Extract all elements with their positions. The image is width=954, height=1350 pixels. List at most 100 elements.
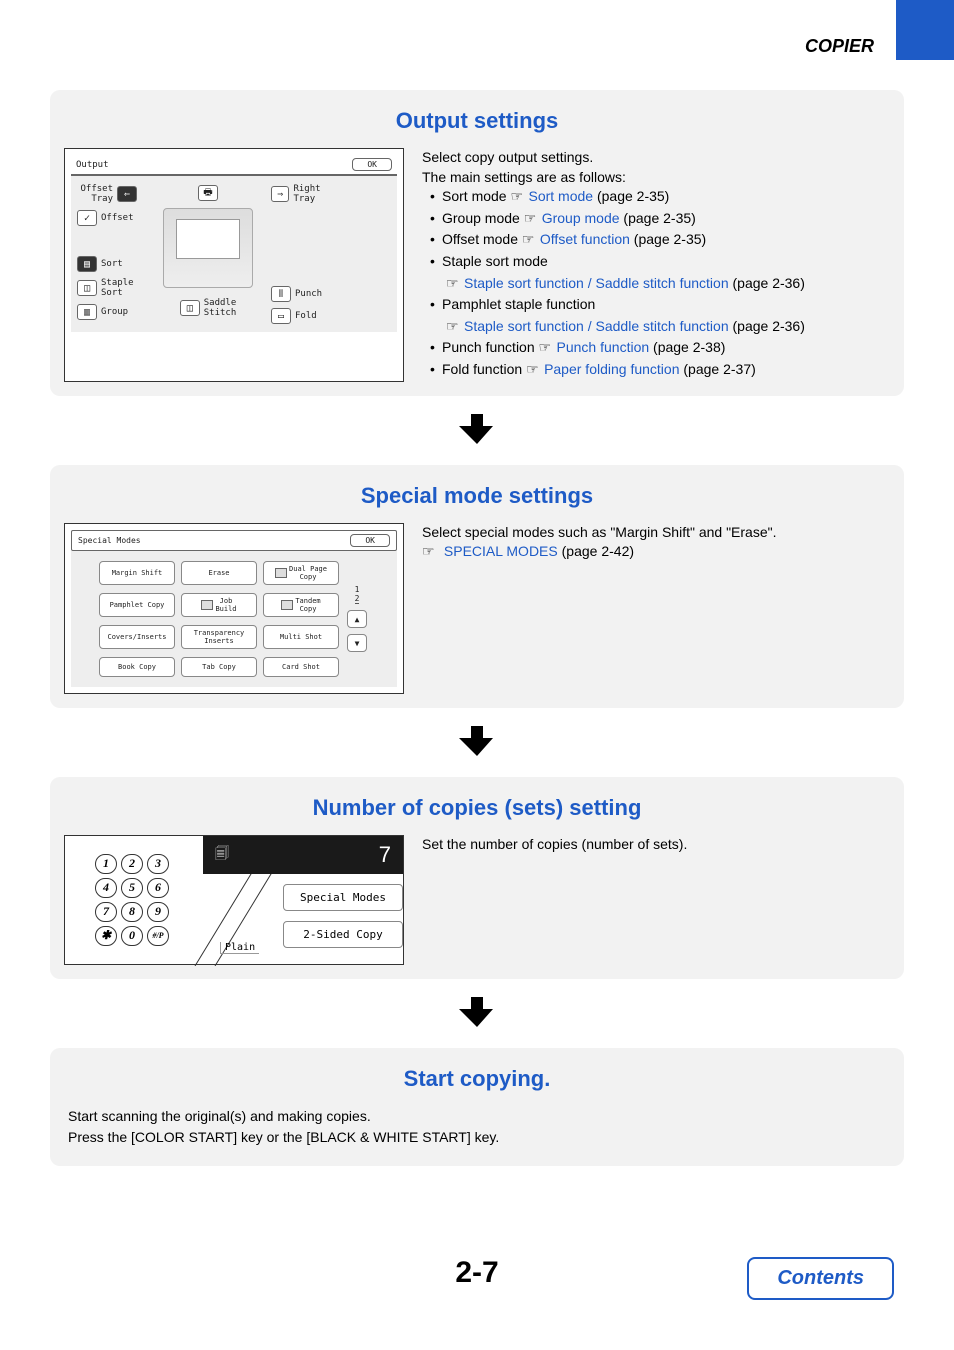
key-9[interactable]: 9 <box>147 902 169 922</box>
sort-icon[interactable]: ▤ <box>77 256 97 272</box>
staple-sort-icon[interactable]: ◫ <box>77 280 97 296</box>
out-item-2-suffix: (page 2-35) <box>630 231 706 247</box>
section-copies: Number of copies (sets) setting 1 2 3 4 … <box>50 777 904 979</box>
special-desc-text: Select special modes such as "Margin Shi… <box>422 523 890 543</box>
section-start: Start copying. Start scanning the origin… <box>50 1048 904 1166</box>
dual-page-icon <box>275 568 287 578</box>
special-modes-button[interactable]: Special Modes <box>283 884 403 911</box>
key-3[interactable]: 3 <box>147 854 169 874</box>
sp-btn-4[interactable]: Job Build <box>181 593 257 617</box>
key-8[interactable]: 8 <box>121 902 143 922</box>
special-ok-button[interactable]: OK <box>350 534 390 547</box>
group-icon[interactable]: ▥ <box>77 304 97 320</box>
offset-check-icon[interactable]: ✓ <box>77 210 97 226</box>
key-2[interactable]: 2 <box>121 854 143 874</box>
output-description: Select copy output settings. The main se… <box>422 148 890 382</box>
sp-lbl-10: Tab Copy <box>202 663 236 671</box>
out-item-4-link[interactable]: Staple sort function / Saddle stitch fun… <box>464 275 729 291</box>
section-copies-title: Number of copies (sets) setting <box>50 777 904 835</box>
out-item-0-link[interactable]: Sort mode <box>528 188 593 204</box>
sp-lbl-9: Book Copy <box>118 663 156 671</box>
page-side-tab <box>896 0 954 60</box>
special-link[interactable]: SPECIAL MODES <box>444 543 558 559</box>
special-description: Select special modes such as "Margin Shi… <box>422 523 890 694</box>
sp-btn-9[interactable]: Book Copy <box>99 657 175 677</box>
out-item-3-prefix: Staple sort mode <box>442 253 548 269</box>
fold-icon[interactable]: ▭ <box>271 308 291 324</box>
pointer-icon: ☞ <box>510 187 528 207</box>
key-4[interactable]: 4 <box>95 878 117 898</box>
pointer-icon: ☞ <box>539 338 557 358</box>
key-6[interactable]: 6 <box>147 878 169 898</box>
output-shot-title: Output <box>76 160 109 170</box>
offset-tray-label: Offset Tray <box>77 184 113 204</box>
key-0[interactable]: 0 <box>121 926 143 946</box>
sp-btn-2[interactable]: Dual Page Copy <box>263 561 339 585</box>
start-line2: Press the [COLOR START] key or the [BLAC… <box>68 1127 886 1148</box>
key-7[interactable]: 7 <box>95 902 117 922</box>
special-screenshot: Special Modes OK Margin Shift Erase Dual… <box>64 523 404 694</box>
pointer-icon: ☞ <box>526 360 544 380</box>
sp-btn-7[interactable]: Transparency Inserts <box>181 625 257 649</box>
out-item-8-prefix: Fold function <box>442 361 526 377</box>
start-line1: Start scanning the original(s) and makin… <box>68 1106 886 1127</box>
key-star[interactable]: ✱ <box>95 926 117 946</box>
sp-btn-10[interactable]: Tab Copy <box>181 657 257 677</box>
sp-up-button[interactable]: ▲ <box>347 610 367 628</box>
arrow-separator-2 <box>50 726 904 761</box>
section-special-title: Special mode settings <box>50 465 904 523</box>
out-item-7-link[interactable]: Punch function <box>557 339 650 355</box>
sp-btn-0[interactable]: Margin Shift <box>99 561 175 585</box>
output-ok-button[interactable]: OK <box>352 158 392 171</box>
sp-btn-8[interactable]: Multi Shot <box>263 625 339 649</box>
out-item-0-prefix: Sort mode <box>442 188 510 204</box>
sp-btn-11[interactable]: Card Shot <box>263 657 339 677</box>
output-intro2: The main settings are as follows: <box>422 168 890 188</box>
punch-icon[interactable]: ⦀ <box>271 286 291 302</box>
job-build-icon <box>201 600 213 610</box>
out-item-6-suffix: (page 2-36) <box>729 318 805 334</box>
arrow-separator-1 <box>50 414 904 449</box>
out-item-6-link[interactable]: Staple sort function / Saddle stitch fun… <box>464 318 729 334</box>
sp-down-button[interactable]: ▼ <box>347 634 367 652</box>
key-5[interactable]: 5 <box>121 878 143 898</box>
copies-description: Set the number of copies (number of sets… <box>422 835 890 965</box>
sp-btn-1[interactable]: Erase <box>181 561 257 585</box>
tandem-icon <box>281 600 293 610</box>
saddle-icon[interactable]: ◫ <box>180 300 200 316</box>
out-item-8-suffix: (page 2-37) <box>680 361 756 377</box>
output-intro1: Select copy output settings. <box>422 148 890 168</box>
sp-pager: 1 2 <box>355 585 360 604</box>
sp-btn-6[interactable]: Covers/Inserts <box>99 625 175 649</box>
sp-lbl-3: Pamphlet Copy <box>110 601 165 609</box>
copies-count: 7 <box>379 842 391 868</box>
out-item-2-prefix: Offset mode <box>442 231 522 247</box>
special-link-suffix: (page 2-42) <box>558 543 634 559</box>
sp-btn-3[interactable]: Pamphlet Copy <box>99 593 175 617</box>
out-item-2-link[interactable]: Offset function <box>540 231 630 247</box>
sp-lbl-11: Card Shot <box>282 663 320 671</box>
arrow-separator-3 <box>50 997 904 1032</box>
sp-btn-5[interactable]: Tandem Copy <box>263 593 339 617</box>
key-1[interactable]: 1 <box>95 854 117 874</box>
sp-lbl-5: Tandem Copy <box>295 597 320 613</box>
sp-lbl-8: Multi Shot <box>280 633 322 641</box>
copies-icon: 🗐 <box>215 843 229 867</box>
page-content: Output settings Output OK Offset Tray⇐ ✓… <box>50 90 904 1184</box>
contents-button[interactable]: Contents <box>747 1257 894 1300</box>
out-item-4-suffix: (page 2-36) <box>729 275 805 291</box>
printer-mini-icon: 🖶 <box>198 185 218 201</box>
copies-display: 🗐 7 <box>203 836 403 874</box>
sp-lbl-4: Job Build <box>215 597 236 613</box>
out-item-5-prefix: Pamphlet staple function <box>442 296 595 312</box>
sp-lbl-1: Erase <box>208 569 229 577</box>
offset-tray-icon[interactable]: ⇐ <box>117 186 137 202</box>
out-item-7-suffix: (page 2-38) <box>649 339 725 355</box>
right-tray-icon[interactable]: ⇒ <box>271 186 289 202</box>
out-item-1-link[interactable]: Group mode <box>542 210 620 226</box>
out-item-8-link[interactable]: Paper folding function <box>544 361 679 377</box>
pointer-icon: ☞ <box>446 274 464 294</box>
key-hash[interactable]: #/P <box>147 926 169 946</box>
out-item-1-suffix: (page 2-35) <box>620 210 696 226</box>
two-sided-button[interactable]: 2-Sided Copy <box>283 921 403 948</box>
